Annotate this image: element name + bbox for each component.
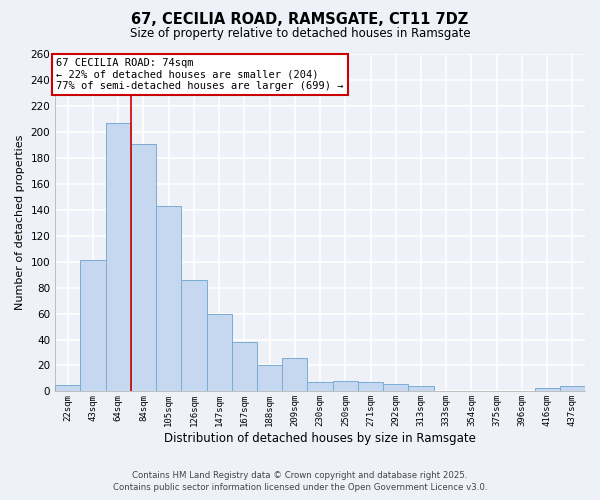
Text: Contains HM Land Registry data © Crown copyright and database right 2025.
Contai: Contains HM Land Registry data © Crown c… bbox=[113, 471, 487, 492]
Bar bbox=[156, 206, 181, 392]
Text: 67, CECILIA ROAD, RAMSGATE, CT11 7DZ: 67, CECILIA ROAD, RAMSGATE, CT11 7DZ bbox=[131, 12, 469, 28]
X-axis label: Distribution of detached houses by size in Ramsgate: Distribution of detached houses by size … bbox=[164, 432, 476, 445]
Bar bbox=[80, 260, 106, 392]
Bar bbox=[106, 123, 131, 392]
Text: Size of property relative to detached houses in Ramsgate: Size of property relative to detached ho… bbox=[130, 28, 470, 40]
Bar bbox=[332, 381, 358, 392]
Bar bbox=[131, 144, 156, 392]
Bar bbox=[181, 280, 206, 392]
Text: 67 CECILIA ROAD: 74sqm
← 22% of detached houses are smaller (204)
77% of semi-de: 67 CECILIA ROAD: 74sqm ← 22% of detached… bbox=[56, 58, 344, 91]
Y-axis label: Number of detached properties: Number of detached properties bbox=[15, 135, 25, 310]
Bar bbox=[383, 384, 409, 392]
Bar bbox=[282, 358, 307, 392]
Bar bbox=[55, 385, 80, 392]
Bar bbox=[535, 388, 560, 392]
Bar bbox=[560, 386, 585, 392]
Bar bbox=[307, 382, 332, 392]
Bar bbox=[232, 342, 257, 392]
Bar bbox=[358, 382, 383, 392]
Bar bbox=[409, 386, 434, 392]
Bar bbox=[206, 314, 232, 392]
Bar bbox=[257, 366, 282, 392]
